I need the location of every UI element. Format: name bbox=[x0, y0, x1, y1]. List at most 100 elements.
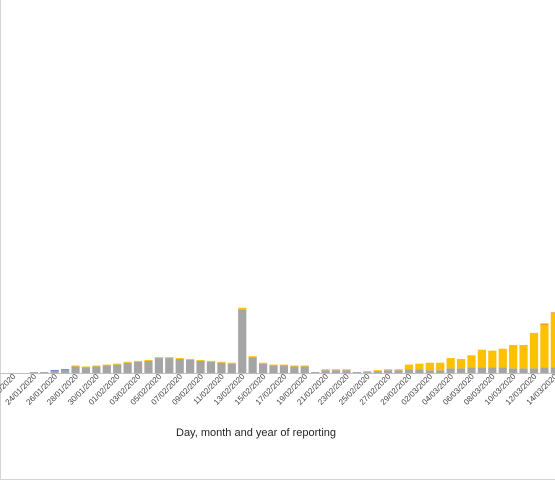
bar-01-03-2020-series-2 bbox=[415, 363, 424, 370]
bar-05-02-2020-series-2 bbox=[154, 357, 163, 359]
bar-13-03-2020-series-2 bbox=[540, 324, 549, 368]
bar-09-03-2020-series-0 bbox=[498, 367, 507, 373]
bar-18-02-2020-series-2 bbox=[290, 365, 299, 367]
bar-26-01-2020-series-0 bbox=[50, 371, 59, 373]
bar-29-02-2020-series-0 bbox=[404, 369, 414, 373]
bar-05-03-2020-series-0 bbox=[456, 368, 466, 373]
x-tick-labels: 22/01/202024/01/202026/01/202028/01/2020… bbox=[0, 372, 555, 407]
bar-02-03-2020-series-0 bbox=[425, 370, 434, 373]
bar-04-03-2020-series-0 bbox=[446, 368, 455, 373]
bar-25-01-2020-series-0 bbox=[40, 372, 49, 373]
bar-30-01-2020-series-2 bbox=[92, 365, 101, 367]
bar-04-03-2020-series-2 bbox=[446, 358, 455, 369]
bar-27-01-2020-series-0 bbox=[61, 370, 70, 373]
bar-29-02-2020-series-2 bbox=[404, 364, 414, 370]
bar-12-02-2020-series-0 bbox=[227, 363, 236, 373]
bar-19-02-2020-series-0 bbox=[300, 366, 309, 373]
bar-03-02-2020-series-2 bbox=[133, 360, 143, 362]
bars-layer bbox=[29, 307, 555, 373]
bar-17-02-2020-series-0 bbox=[279, 365, 289, 373]
bar-28-01-2020-series-2 bbox=[71, 365, 80, 367]
bar-14-03-2020-series-3 bbox=[550, 312, 555, 314]
bar-04-02-2020-series-0 bbox=[144, 360, 153, 373]
bar-18-02-2020-series-0 bbox=[290, 366, 299, 373]
bar-29-01-2020-series-2 bbox=[81, 366, 91, 368]
bar-05-02-2020-series-0 bbox=[154, 358, 163, 373]
bar-27-02-2020-series-0 bbox=[384, 370, 393, 373]
bar-04-02-2020-series-2 bbox=[144, 359, 153, 361]
bar-26-01-2020-series-1 bbox=[50, 370, 59, 372]
bar-23-02-2020-series-0 bbox=[342, 370, 351, 373]
bar-07-02-2020-series-0 bbox=[175, 359, 184, 373]
bar-19-02-2020-series-2 bbox=[300, 365, 309, 367]
bar-15-02-2020-series-2 bbox=[258, 362, 268, 364]
bar-03-03-2020-series-2 bbox=[436, 362, 445, 371]
bar-06-03-2020-series-2 bbox=[467, 355, 476, 368]
bar-03-02-2020-series-0 bbox=[133, 361, 143, 373]
bar-27-02-2020-series-2 bbox=[384, 369, 393, 371]
bar-14-02-2020-series-0 bbox=[248, 357, 257, 373]
bar-16-02-2020-series-2 bbox=[269, 364, 278, 366]
bar-11-03-2020-series-0 bbox=[519, 368, 528, 373]
bar-24-01-2020-series-0 bbox=[29, 372, 38, 373]
bar-20-02-2020-series-0 bbox=[311, 372, 320, 373]
bar-08-02-2020-series-0 bbox=[186, 359, 195, 373]
bar-13-03-2020-series-0 bbox=[540, 367, 549, 373]
bar-10-03-2020-series-2 bbox=[509, 345, 518, 369]
bar-10-02-2020-series-0 bbox=[206, 361, 216, 373]
bar-02-02-2020-series-2 bbox=[123, 361, 132, 363]
bar-11-02-2020-series-0 bbox=[217, 362, 226, 373]
bar-23-02-2020-series-2 bbox=[342, 369, 351, 371]
bar-09-03-2020-series-2 bbox=[498, 348, 507, 368]
bar-11-03-2020-series-2 bbox=[519, 345, 528, 369]
bar-13-02-2020-series-0 bbox=[238, 309, 247, 373]
bar-26-02-2020-series-2 bbox=[373, 370, 382, 372]
bar-21-02-2020-series-2 bbox=[321, 369, 330, 371]
bar-10-02-2020-series-2 bbox=[206, 360, 216, 362]
bar-26-02-2020-series-0 bbox=[373, 371, 382, 373]
bar-12-03-2020-series-2 bbox=[529, 332, 539, 369]
bar-13-03-2020-series-3 bbox=[540, 323, 549, 325]
bar-17-02-2020-series-2 bbox=[279, 364, 289, 366]
bar-08-02-2020-series-2 bbox=[186, 359, 195, 360]
bar-14-03-2020-series-2 bbox=[550, 313, 555, 368]
bar-02-03-2020-series-2 bbox=[425, 362, 434, 371]
bar-21-02-2020-series-0 bbox=[321, 370, 330, 373]
bar-27-01-2020-series-1 bbox=[61, 369, 70, 371]
bar-05-03-2020-series-2 bbox=[456, 359, 466, 369]
bar-31-01-2020-series-0 bbox=[102, 365, 111, 373]
bar-15-02-2020-series-0 bbox=[258, 363, 268, 373]
bar-06-02-2020-series-2 bbox=[165, 357, 174, 359]
bar-06-02-2020-series-0 bbox=[165, 358, 174, 373]
bar-13-02-2020-series-2 bbox=[238, 307, 247, 310]
bar-22-02-2020-series-2 bbox=[331, 369, 341, 371]
bar-22-02-2020-series-0 bbox=[331, 370, 341, 373]
bar-12-02-2020-series-2 bbox=[227, 362, 236, 364]
bar-25-02-2020-series-2 bbox=[363, 371, 372, 373]
bar-10-03-2020-series-0 bbox=[509, 368, 518, 373]
bar-29-01-2020-series-0 bbox=[81, 367, 91, 373]
bar-07-03-2020-series-0 bbox=[477, 367, 486, 373]
bar-08-03-2020-series-0 bbox=[488, 367, 497, 373]
bar-06-03-2020-series-0 bbox=[467, 367, 476, 373]
x-axis-title: Day, month and year of reporting bbox=[176, 427, 336, 439]
bar-03-03-2020-series-0 bbox=[436, 370, 445, 373]
bar-01-02-2020-series-2 bbox=[113, 363, 122, 365]
bar-28-01-2020-series-0 bbox=[71, 366, 80, 373]
bar-14-03-2020-series-0 bbox=[550, 367, 555, 373]
bar-07-02-2020-series-2 bbox=[175, 358, 184, 360]
bar-28-02-2020-series-2 bbox=[394, 369, 403, 371]
bar-14-02-2020-series-2 bbox=[248, 356, 257, 358]
bar-01-02-2020-series-0 bbox=[113, 364, 122, 373]
bar-01-03-2020-series-0 bbox=[415, 369, 424, 373]
bar-30-01-2020-series-0 bbox=[92, 366, 101, 373]
bar-24-02-2020-series-0 bbox=[352, 372, 361, 373]
bar-11-02-2020-series-2 bbox=[217, 361, 226, 363]
bar-25-02-2020-series-0 bbox=[363, 372, 372, 373]
bar-09-02-2020-series-0 bbox=[196, 360, 205, 373]
bar-07-03-2020-series-2 bbox=[477, 349, 486, 368]
bar-02-02-2020-series-0 bbox=[123, 362, 132, 373]
bar-31-01-2020-series-2 bbox=[102, 364, 111, 366]
bar-08-03-2020-series-2 bbox=[488, 350, 497, 368]
